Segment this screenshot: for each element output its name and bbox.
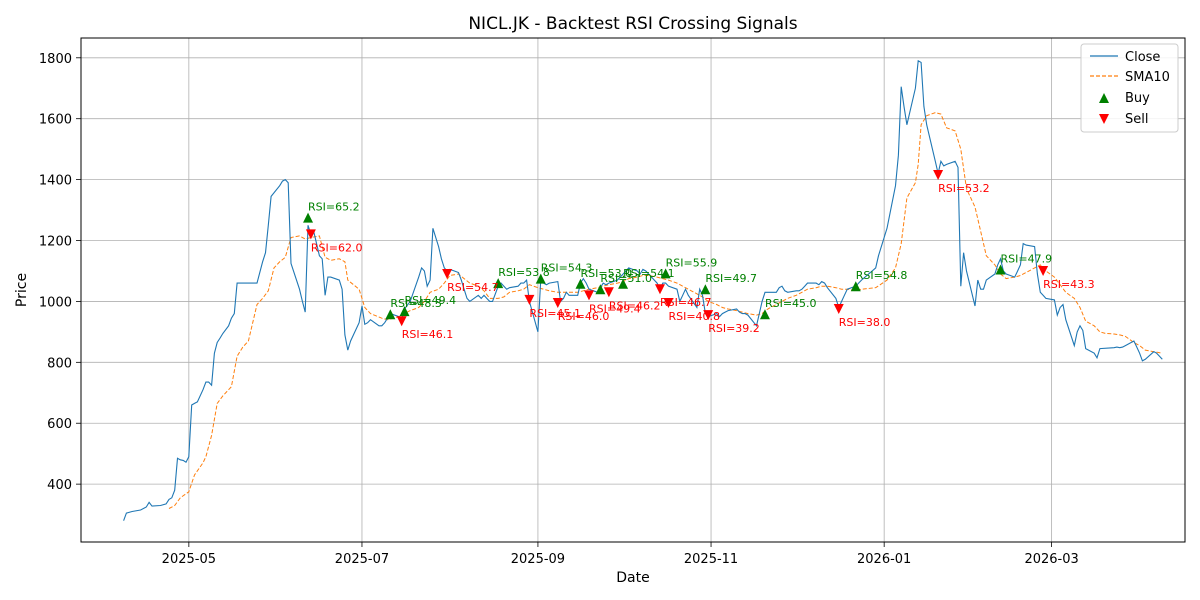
- buy-rsi-label: RSI=51.0: [600, 272, 652, 285]
- buy-marker: [535, 273, 546, 284]
- sell-rsi-label: RSI=45.1: [529, 307, 581, 320]
- chart-title: NICL.JK - Backtest RSI Crossing Signals: [468, 14, 797, 34]
- x-axis-label: Date: [616, 570, 649, 586]
- buy-marker: [575, 278, 586, 289]
- sell-rsi-label: RSI=46.0: [558, 310, 610, 323]
- sell-marker: [1038, 265, 1049, 276]
- buy-marker: [660, 268, 671, 279]
- x-tick-label: 2025-05: [162, 552, 216, 567]
- x-tick-label: 2025-11: [684, 552, 738, 567]
- sell-marker: [396, 316, 407, 327]
- buy-marker: [995, 264, 1006, 275]
- buy-rsi-label: RSI=53.8: [498, 266, 550, 279]
- sell-rsi-label: RSI=46.7: [660, 296, 712, 309]
- buy-marker: [595, 284, 606, 295]
- plot-frame: [80, 37, 1186, 543]
- legend-box: [1080, 43, 1179, 133]
- buy-rsi-label: RSI=54.8: [856, 269, 908, 282]
- y-tick-label: 1400: [39, 174, 72, 189]
- buy-rsi-label: RSI=49.4: [405, 294, 457, 307]
- y-tick-label: 1600: [39, 113, 72, 128]
- buy-rsi-label: RSI=45.0: [765, 297, 817, 310]
- sell-marker: [703, 310, 714, 321]
- sell-rsi-label: RSI=54.7: [447, 281, 499, 294]
- sell-rsi-label: RSI=46.2: [609, 299, 661, 312]
- y-tick-label: 1800: [39, 52, 72, 67]
- buy-rsi-label: RSI=49.7: [705, 272, 757, 285]
- sell-marker: [584, 290, 595, 301]
- y-tick-label: 600: [47, 417, 72, 432]
- sell-marker: [524, 294, 535, 305]
- buy-marker: [303, 212, 314, 223]
- buy-marker: [618, 278, 629, 289]
- sell-rsi-label: RSI=53.2: [938, 182, 990, 195]
- sell-marker: [603, 287, 614, 298]
- sma10-series-line: [168, 112, 1163, 509]
- sell-rsi-label: RSI=39.2: [708, 322, 760, 335]
- legend-sma10-label: SMA10: [1125, 70, 1170, 85]
- sell-rsi-label: RSI=38.0: [839, 316, 891, 329]
- buy-marker: [399, 306, 410, 317]
- buy-rsi-label: RSI=55.9: [666, 256, 718, 269]
- x-tick-label: 2025-07: [335, 552, 389, 567]
- plot-area: RSI=65.2RSI=48.3RSI=49.4RSI=53.8RSI=54.3…: [123, 59, 1163, 521]
- legend-close-label: Close: [1125, 50, 1160, 65]
- buy-marker: [700, 284, 711, 295]
- buy-marker: [850, 281, 861, 292]
- sell-marker: [933, 170, 944, 181]
- legend: Close SMA10 Buy Sell: [1080, 43, 1179, 133]
- sell-marker: [833, 304, 844, 315]
- close-series-line: [123, 59, 1163, 521]
- y-tick-label: 1200: [39, 235, 72, 250]
- buy-signal-markers: RSI=65.2RSI=48.3RSI=49.4RSI=53.8RSI=54.3…: [303, 201, 1052, 320]
- sell-marker: [654, 284, 665, 295]
- sell-rsi-label: RSI=40.8: [668, 310, 720, 323]
- sell-marker: [663, 297, 674, 308]
- x-tick-label: 2026-03: [1024, 552, 1078, 567]
- buy-marker: [759, 309, 770, 320]
- buy-rsi-label: RSI=54.3: [541, 262, 593, 275]
- legend-buy-label: Buy: [1125, 91, 1150, 106]
- sell-rsi-label: RSI=46.1: [402, 328, 454, 341]
- buy-rsi-label: RSI=53.0: [580, 267, 632, 280]
- x-axis-ticks: 2025-05 2025-07 2025-09 2025-11 2026-01 2026-…: [162, 542, 1079, 567]
- sell-marker: [305, 229, 316, 240]
- legend-sell-label: Sell: [1125, 112, 1148, 127]
- sell-rsi-label: RSI=43.3: [1043, 278, 1095, 291]
- buy-marker: [493, 278, 504, 289]
- y-axis-ticks: 400 600 800 1000 1200 1400 1600 1800: [39, 52, 81, 493]
- sell-rsi-label: RSI=49.4: [589, 302, 641, 315]
- sell-marker: [552, 297, 563, 308]
- legend-buy-marker: [1099, 93, 1109, 103]
- buy-rsi-label: RSI=65.2: [308, 201, 360, 214]
- y-tick-label: 1000: [39, 295, 72, 310]
- sell-marker: [442, 269, 453, 280]
- buy-rsi-label: RSI=47.9: [1001, 252, 1053, 265]
- y-axis-label: Price: [14, 273, 30, 307]
- buy-rsi-label: RSI=48.3: [390, 297, 442, 310]
- sell-rsi-label: RSI=62.0: [311, 241, 363, 254]
- x-tick-label: 2026-01: [857, 552, 911, 567]
- y-tick-label: 800: [47, 356, 72, 371]
- grid-lines: [81, 38, 1185, 542]
- buy-marker: [385, 309, 396, 320]
- sell-signal-markers: RSI=62.0 RSI=46.1 RSI=54.7 RSI=45.1RSI=46.0…: [305, 170, 1095, 341]
- legend-sell-marker: [1099, 114, 1109, 124]
- y-tick-label: 400: [47, 478, 72, 493]
- x-tick-label: 2025-09: [511, 552, 565, 567]
